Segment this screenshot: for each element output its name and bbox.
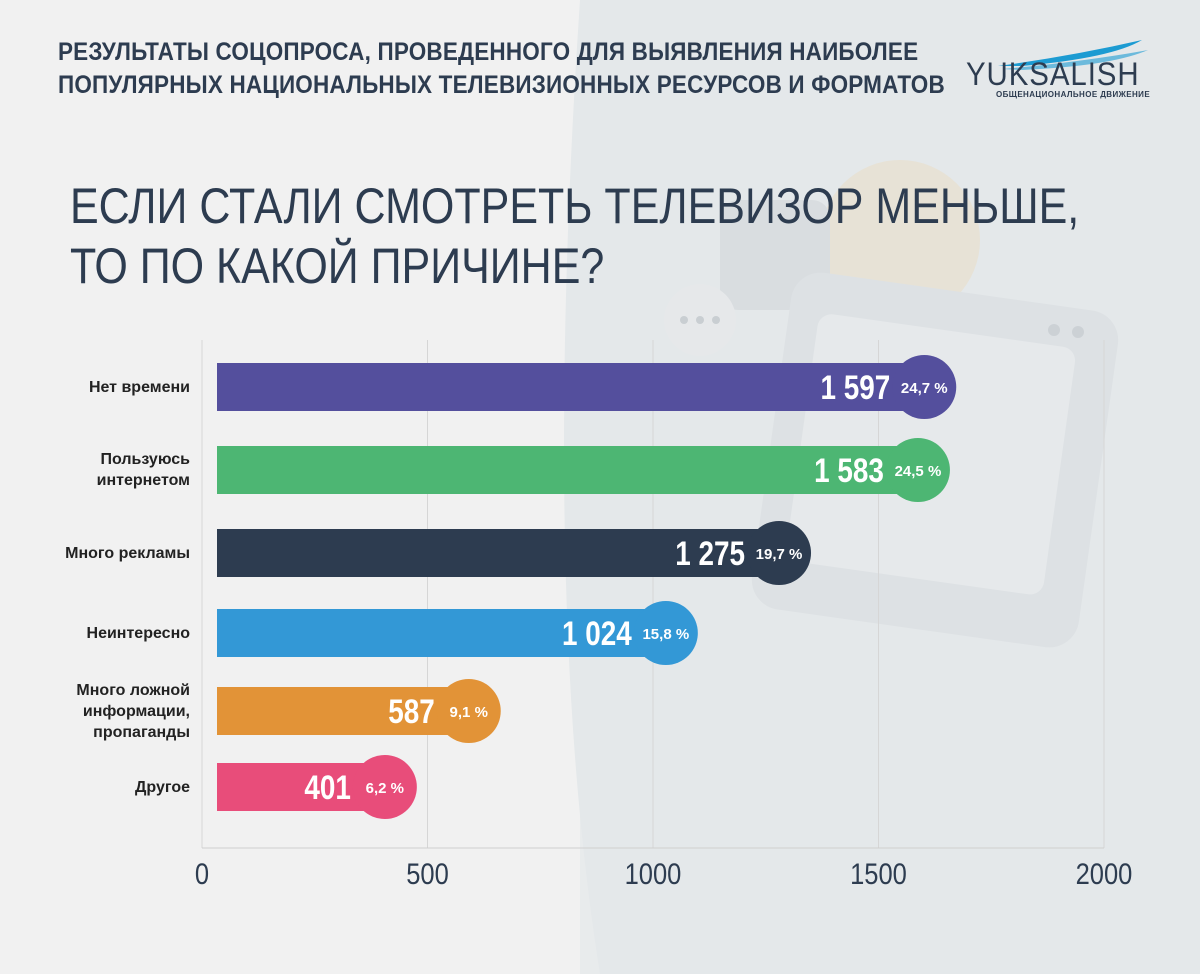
x-tick-label: 0 [195, 857, 209, 890]
bar-percent-label: 24,7 % [901, 380, 948, 397]
bar-value-label: 1 583 [814, 451, 884, 489]
bar-percent-label: 6,2 % [366, 780, 404, 797]
chart-question-line2: ТО ПО КАКОЙ ПРИЧИНЕ? [70, 238, 605, 294]
bar-end-circle [885, 438, 950, 502]
bar-value-label: 401 [304, 768, 351, 806]
category-label: Нет времени [88, 378, 190, 396]
bar-percent-label: 19,7 % [756, 546, 803, 563]
bar-value-label: 1 024 [562, 614, 632, 652]
survey-title-line1: РЕЗУЛЬТАТЫ СОЦОПРОСА, ПРОВЕДЕННОГО ДЛЯ В… [58, 38, 919, 66]
bar-value-label: 1 275 [675, 534, 745, 572]
bar-percent-label: 9,1 % [450, 704, 488, 721]
bar-end-circle [633, 601, 698, 665]
logo-swoosh-icon [998, 40, 1148, 70]
logo-wordmark: YUKSALISH [966, 56, 1140, 92]
category-label: Другое [135, 778, 190, 796]
survey-title-line2: ПОПУЛЯРНЫХ НАЦИОНАЛЬНЫХ ТЕЛЕВИЗИОННЫХ РЕ… [58, 71, 945, 99]
bar-percent-label: 15,8 % [642, 626, 689, 643]
bar-value-label: 1 597 [820, 368, 890, 406]
x-tick-label: 1500 [850, 857, 907, 890]
bar-end-circle [892, 355, 957, 419]
category-label: Пользуюсь интернетом [96, 451, 190, 489]
x-tick-label: 500 [406, 857, 449, 890]
bar [217, 363, 925, 411]
bar [217, 529, 780, 577]
chart-question: ЕСЛИ СТАЛИ СМОТРЕТЬ ТЕЛЕВИЗОР МЕНЬШЕ, ТО… [70, 176, 1080, 296]
yuksalish-logo: YUKSALISH ОБЩЕНАЦИОНАЛЬНОЕ ДВИЖЕНИЕ [962, 36, 1152, 100]
logo-tagline: ОБЩЕНАЦИОНАЛЬНОЕ ДВИЖЕНИЕ [996, 90, 1151, 99]
bar [217, 446, 918, 494]
category-label: Много ложной информации, пропаганды [76, 681, 190, 741]
survey-title: РЕЗУЛЬТАТЫ СОЦОПРОСА, ПРОВЕДЕННОГО ДЛЯ В… [58, 36, 945, 102]
x-tick-label: 1000 [625, 857, 682, 890]
bar-end-circle [436, 679, 501, 743]
chart-question-line1: ЕСЛИ СТАЛИ СМОТРЕТЬ ТЕЛЕВИЗОР МЕНЬШЕ, [70, 178, 1080, 234]
bar-percent-label: 24,5 % [895, 463, 942, 480]
bar [217, 687, 469, 735]
bar [217, 609, 666, 657]
category-label: Неинтересно [86, 624, 190, 642]
x-tick-label: 2000 [1076, 857, 1133, 890]
bar-end-circle [747, 521, 812, 585]
bar-end-circle [352, 755, 417, 819]
bar-value-label: 587 [388, 692, 435, 730]
category-label: Много рекламы [65, 544, 190, 562]
